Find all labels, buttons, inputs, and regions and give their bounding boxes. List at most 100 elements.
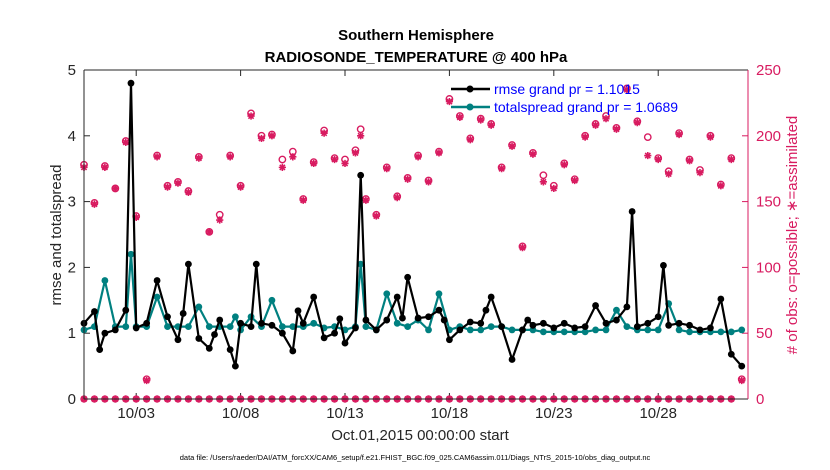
totalspread-point xyxy=(435,290,443,298)
totalspread-point xyxy=(602,326,610,334)
rmse-point xyxy=(628,208,636,215)
obs-assimilated-point xyxy=(122,138,130,146)
obs-assimilated-point xyxy=(424,178,433,186)
rmse-point xyxy=(738,362,746,370)
rmse-point xyxy=(696,326,704,334)
rmse-point xyxy=(96,346,104,354)
rmse-point xyxy=(247,323,255,331)
obs-possible-point xyxy=(278,155,287,164)
x-axis-label: Oct.01,2015 00:00:00 start xyxy=(331,427,509,444)
rmse-point xyxy=(519,326,526,334)
totalspread-point xyxy=(477,326,485,334)
obs-assimilated-point xyxy=(445,97,454,106)
rmse-point xyxy=(571,324,579,332)
rmse-point xyxy=(294,307,302,315)
rmse-point xyxy=(675,319,683,327)
rmse-point xyxy=(654,313,662,321)
rmse-point xyxy=(341,339,349,347)
rmse-point xyxy=(211,331,218,338)
rmse-point xyxy=(592,302,599,309)
obs-assimilated-point xyxy=(696,169,704,177)
obs-assimilated-point xyxy=(675,130,683,139)
obs-assimilated-point xyxy=(456,113,464,121)
totalspread-point xyxy=(357,260,365,268)
rmse-point xyxy=(498,323,506,331)
y-left-tick-label: 2 xyxy=(68,259,76,276)
rmse-point xyxy=(550,324,558,332)
rmse-point xyxy=(127,79,135,87)
totalspread-point xyxy=(644,326,652,334)
rmse-point xyxy=(529,321,537,329)
totalspread-point xyxy=(508,326,516,334)
totalspread-point xyxy=(654,326,662,334)
obs-assimilated-point xyxy=(498,165,506,173)
rmse-point xyxy=(435,306,443,314)
y-left-tick-label: 3 xyxy=(68,194,76,211)
totalspread-point xyxy=(675,326,683,334)
totalspread-point xyxy=(393,319,401,327)
totalspread-point xyxy=(101,277,109,284)
obs-assimilated-point xyxy=(383,165,391,173)
rmse-point xyxy=(482,306,490,314)
rmse-point xyxy=(278,329,286,337)
rmse-point xyxy=(320,334,328,342)
obs-assimilated-point xyxy=(706,133,715,141)
rmse-point xyxy=(179,310,187,317)
obs-assimilated-point xyxy=(205,228,213,236)
obs-assimilated-point xyxy=(717,182,725,190)
obs-assimilated-point xyxy=(257,134,266,143)
legend-rmse-marker xyxy=(466,85,474,93)
legend: rmse grand pr = 1.1015 totalspread grand… xyxy=(451,81,678,115)
rmse-point xyxy=(539,319,547,327)
obs-assimilated-point xyxy=(581,133,589,141)
obs-assimilated-point xyxy=(612,125,621,133)
footnote-data-file: data file: /Users/raeder/DAI/ATM_forcXX/… xyxy=(180,453,651,462)
rmse-point xyxy=(310,293,318,301)
rmse-point xyxy=(174,336,182,344)
rmse-point xyxy=(299,319,307,327)
rmse-point xyxy=(393,293,401,301)
obs-assimilated-point xyxy=(738,376,746,385)
rmse-point xyxy=(252,260,260,268)
rmse-point xyxy=(707,324,714,332)
totalspread-point xyxy=(581,328,589,336)
totalspread-point xyxy=(195,303,203,311)
obs-assimilated-point xyxy=(487,121,495,129)
totalspread-point xyxy=(268,296,276,304)
rmse-point xyxy=(623,303,631,311)
totalspread-point xyxy=(727,328,735,336)
totalspread-point xyxy=(613,306,620,314)
totalspread-point xyxy=(592,326,599,334)
y-right-axis-label: # of obs: o=possible; ∗=assimilated xyxy=(784,116,801,355)
obs-assimilated-point xyxy=(665,170,673,178)
rmse-point xyxy=(268,321,276,329)
totalspread-point xyxy=(122,323,130,331)
obs-assimilated-point xyxy=(351,149,360,157)
totalspread-point xyxy=(278,323,286,331)
rmse-point xyxy=(336,315,344,323)
totalspread-point xyxy=(686,328,693,336)
obs-assimilated-point xyxy=(550,184,558,193)
totalspread-point xyxy=(185,323,192,331)
rmse-point xyxy=(644,319,652,327)
obs-assimilated-point xyxy=(362,196,370,204)
obs-assimilated-point xyxy=(163,183,172,191)
rmse-point xyxy=(91,308,98,315)
rmse-point xyxy=(633,323,641,331)
rmse-point xyxy=(357,171,365,179)
rmse-point xyxy=(477,319,485,327)
y-right-axis-ticks: 0 50 100 150 200 250 xyxy=(742,62,781,408)
y-left-tick-label: 1 xyxy=(68,325,76,342)
rmse-point xyxy=(660,262,667,269)
totalspread-point xyxy=(231,313,239,321)
totalspread-point xyxy=(310,319,318,327)
obs-assimilated-point xyxy=(184,188,193,196)
obs-assimilated-point xyxy=(571,176,579,185)
totalspread-point xyxy=(466,326,474,334)
legend-totalspread-label: totalspread grand pr = 1.0689 xyxy=(494,99,678,115)
obs-assimilated-point xyxy=(372,212,380,220)
obs-assimilated-point xyxy=(132,213,140,221)
obs-assimilated-point xyxy=(466,136,474,144)
x-axis-ticks: 10/03 10/08 10/13 10/18 10/23 10/28 xyxy=(117,70,677,422)
rmse-point xyxy=(399,314,406,322)
